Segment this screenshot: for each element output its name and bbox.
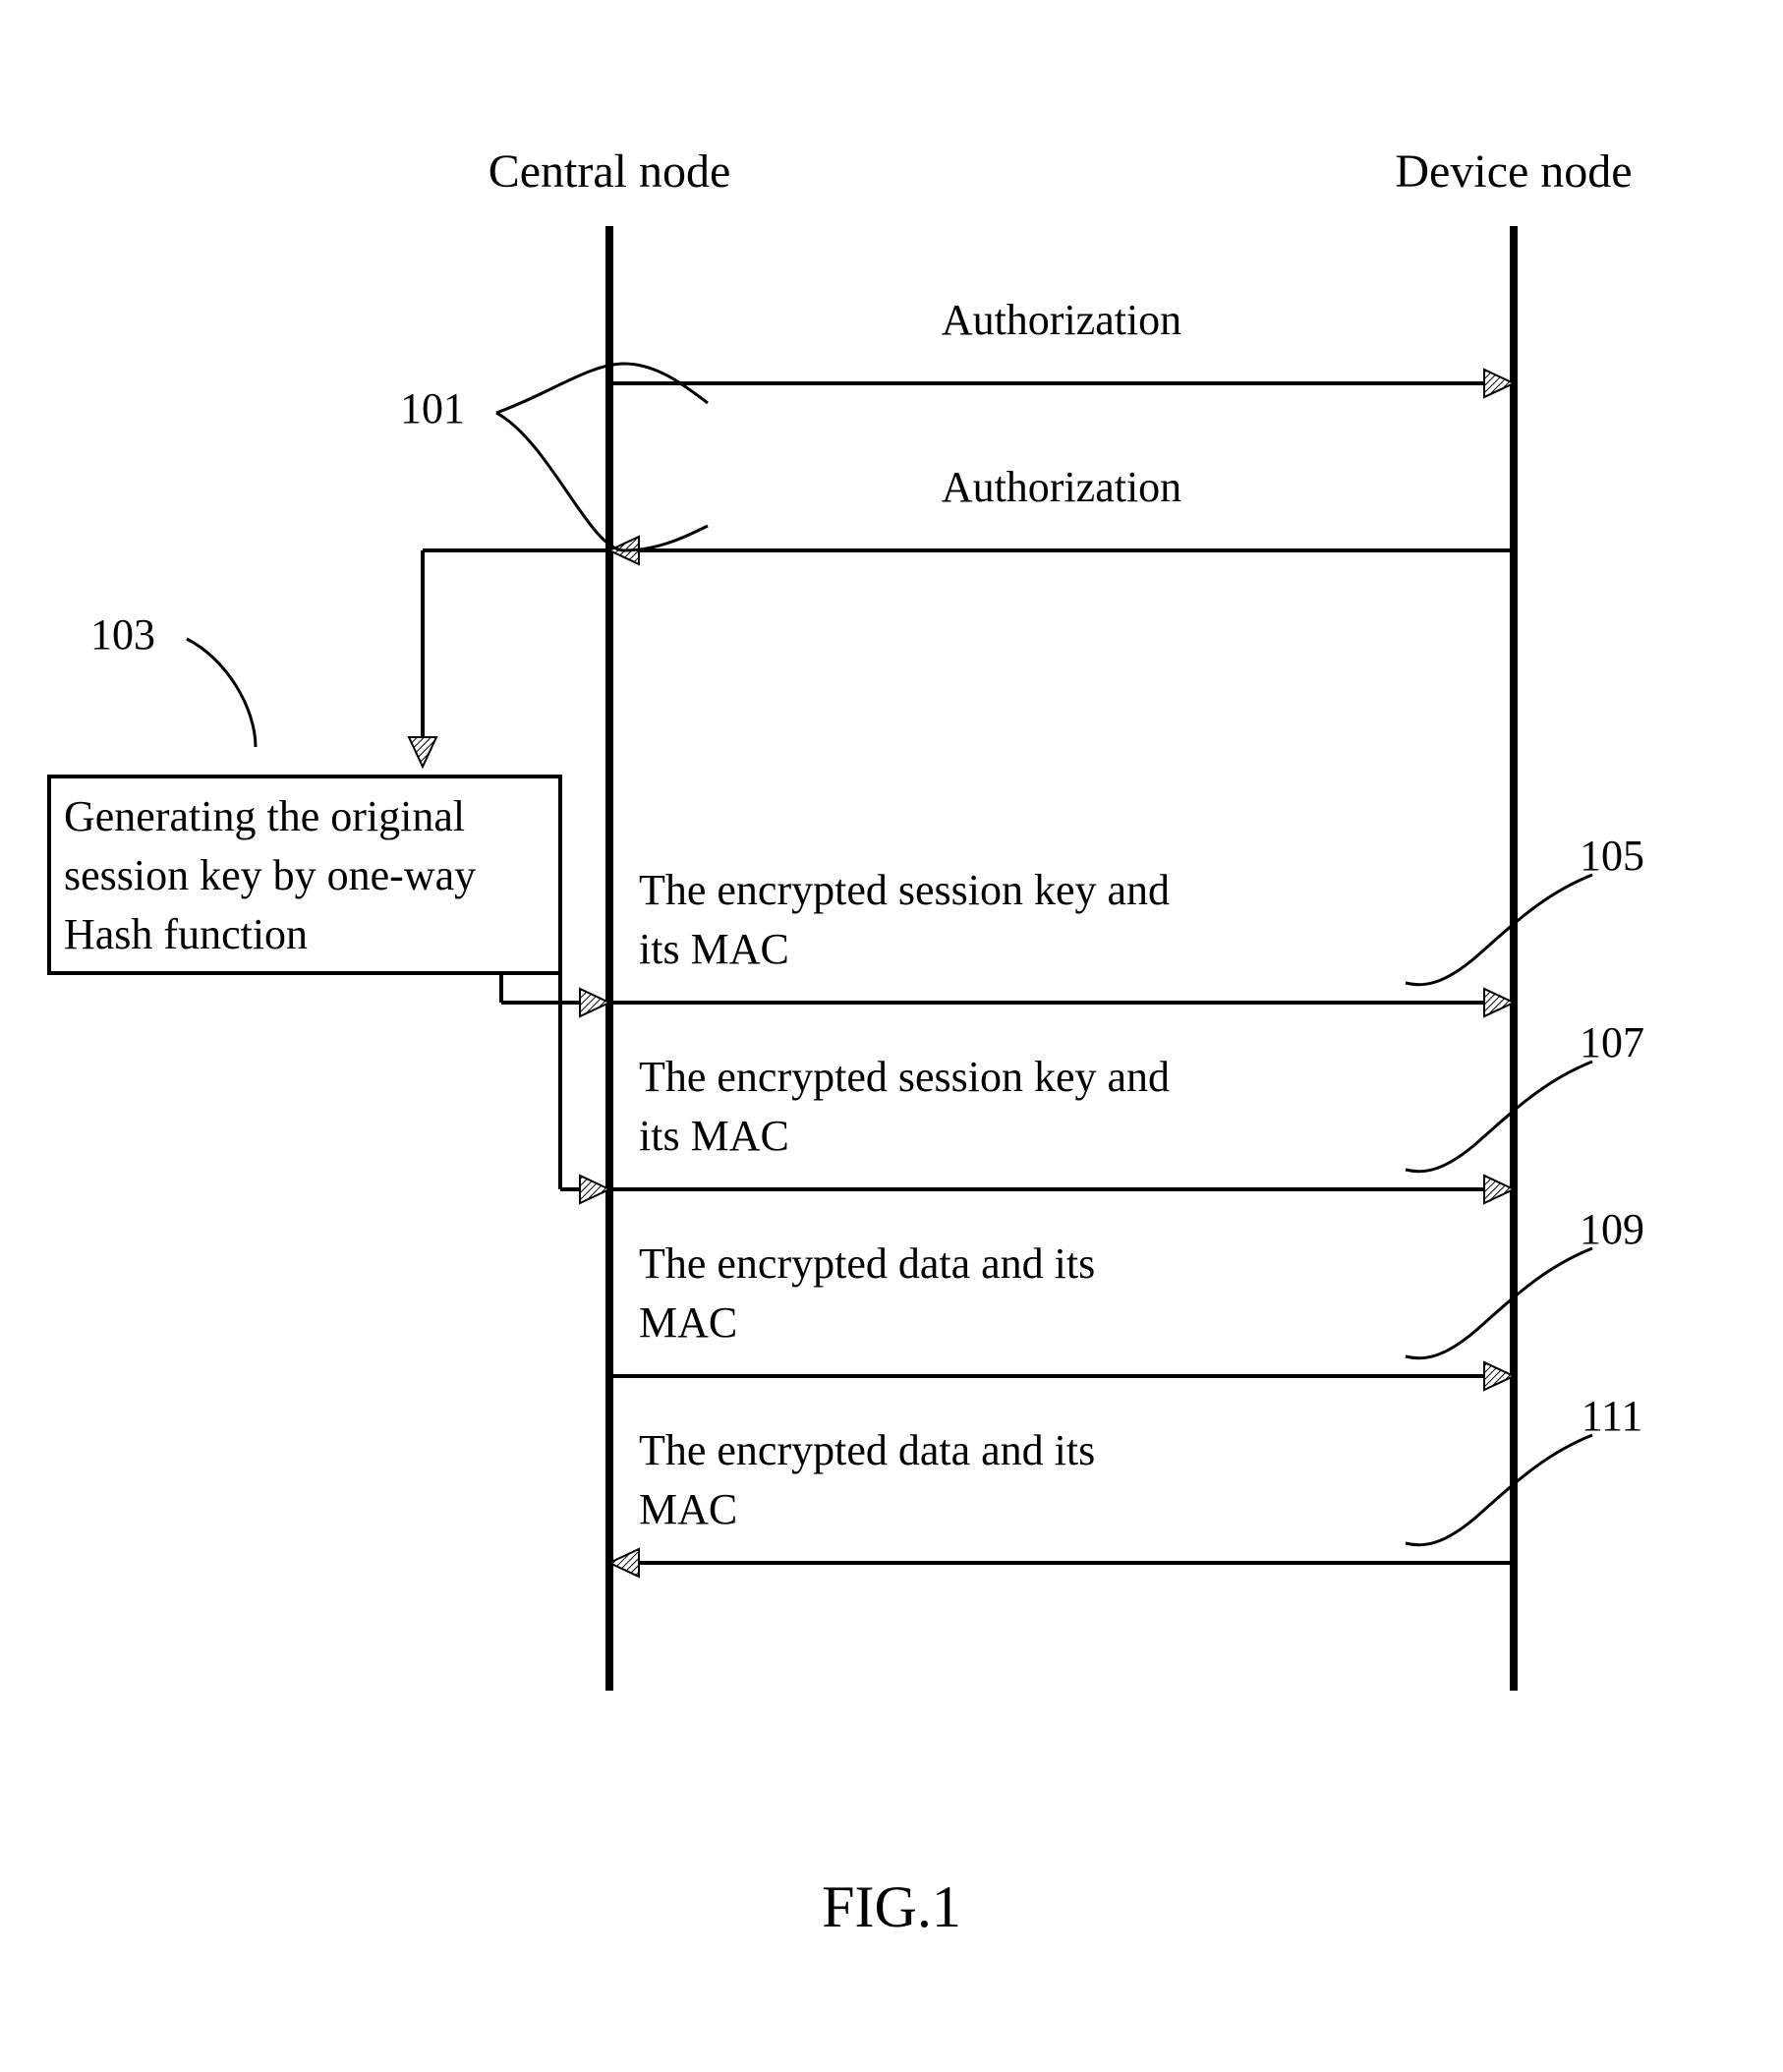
hash-box-line-2: Hash function <box>64 910 308 958</box>
msg-m4-l2: its MAC <box>639 1112 789 1160</box>
hash-box-line-0: Generating the original <box>64 792 465 840</box>
msg-m3-l1: The encrypted session key and <box>639 866 1170 914</box>
callout-c109-lead <box>1406 1248 1592 1358</box>
msg-m6-l1: The encrypted data and its <box>639 1426 1095 1474</box>
callout-c107: 107 <box>1580 1018 1644 1066</box>
callout-c103: 103 <box>90 610 155 659</box>
callout-c105-lead <box>1406 875 1592 985</box>
msg-m3-l2: its MAC <box>639 925 789 973</box>
msg-m5-l2: MAC <box>639 1298 737 1347</box>
callout-c109: 109 <box>1580 1205 1644 1253</box>
callout-c111: 111 <box>1582 1392 1643 1440</box>
msg-m1: Authorization <box>942 296 1181 344</box>
msg-m2: Authorization <box>942 463 1181 511</box>
callout-c111-lead <box>1406 1435 1592 1545</box>
lifeline-central-label: Central node <box>489 145 731 198</box>
msg-m6-l2: MAC <box>639 1485 737 1533</box>
msg-m5-l1: The encrypted data and its <box>639 1239 1095 1288</box>
callout-c105: 105 <box>1580 832 1644 880</box>
callout-c101-lead <box>496 364 708 413</box>
callout-c103-lead <box>187 639 256 747</box>
lifeline-device-label: Device node <box>1395 145 1632 198</box>
callout-c101: 101 <box>400 384 465 432</box>
callout-c107-lead <box>1406 1062 1592 1172</box>
figure-caption: FIG.1 <box>822 1874 961 1939</box>
hash-box-line-1: session key by one-way <box>64 851 476 899</box>
msg-m4-l1: The encrypted session key and <box>639 1053 1170 1101</box>
callout-c101-lead2 <box>496 413 708 550</box>
